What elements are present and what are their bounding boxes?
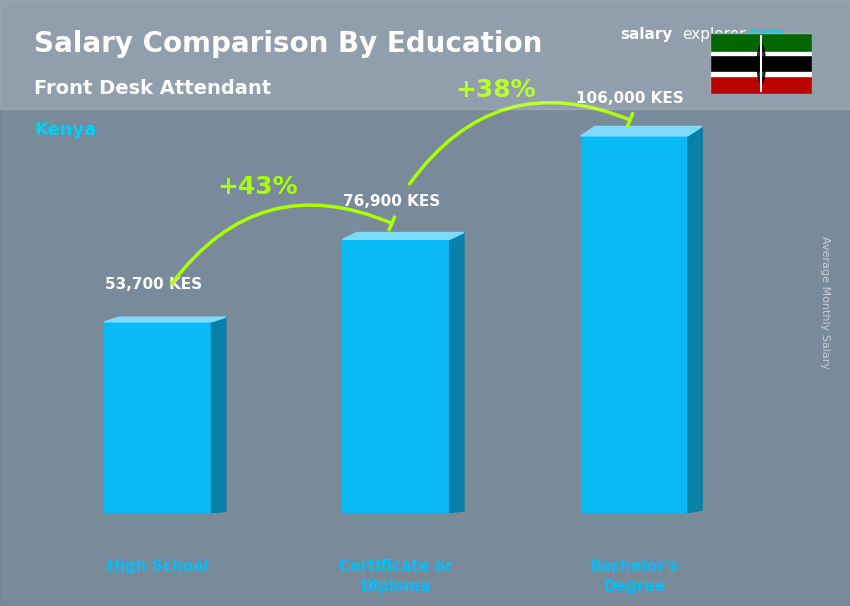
Bar	[710, 53, 812, 74]
Text: Kenya: Kenya	[34, 121, 96, 139]
Text: .com: .com	[744, 27, 785, 42]
Text: Salary Comparison By Education: Salary Comparison By Education	[34, 30, 542, 58]
Bar	[105, 322, 212, 513]
Bar	[710, 33, 812, 53]
Polygon shape	[688, 127, 702, 513]
Text: +43%: +43%	[218, 175, 298, 199]
Polygon shape	[212, 317, 226, 513]
Text: +38%: +38%	[456, 78, 536, 102]
Bar	[710, 72, 812, 76]
Text: 53,700 KES: 53,700 KES	[105, 277, 201, 291]
Polygon shape	[343, 233, 464, 239]
Text: Average Monthly Salary: Average Monthly Salary	[819, 236, 830, 370]
Polygon shape	[450, 233, 464, 513]
Bar	[710, 56, 812, 71]
Bar	[581, 136, 688, 513]
Text: Front Desk Attendant: Front Desk Attendant	[34, 79, 271, 98]
Text: salary: salary	[620, 27, 673, 42]
Polygon shape	[581, 127, 702, 136]
Text: explorer: explorer	[682, 27, 745, 42]
Polygon shape	[105, 317, 226, 322]
Text: Certificate or
Diploma: Certificate or Diploma	[339, 559, 453, 594]
Text: Bachelor's
Degree: Bachelor's Degree	[590, 559, 679, 594]
Text: 76,900 KES: 76,900 KES	[343, 194, 440, 209]
Bar	[710, 74, 812, 94]
Text: 106,000 KES: 106,000 KES	[575, 91, 683, 105]
Text: High School: High School	[107, 559, 208, 574]
Bar	[710, 52, 812, 55]
Bar	[343, 239, 450, 513]
